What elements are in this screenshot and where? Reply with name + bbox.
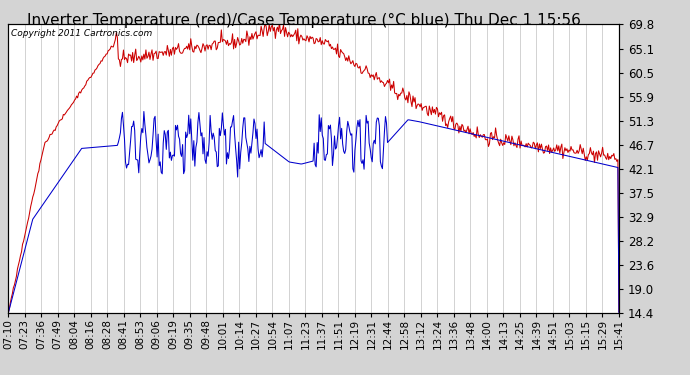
Text: Inverter Temperature (red)/Case Temperature (°C blue) Thu Dec 1 15:56: Inverter Temperature (red)/Case Temperat… — [27, 13, 580, 28]
Text: Copyright 2011 Cartronics.com: Copyright 2011 Cartronics.com — [11, 29, 152, 38]
